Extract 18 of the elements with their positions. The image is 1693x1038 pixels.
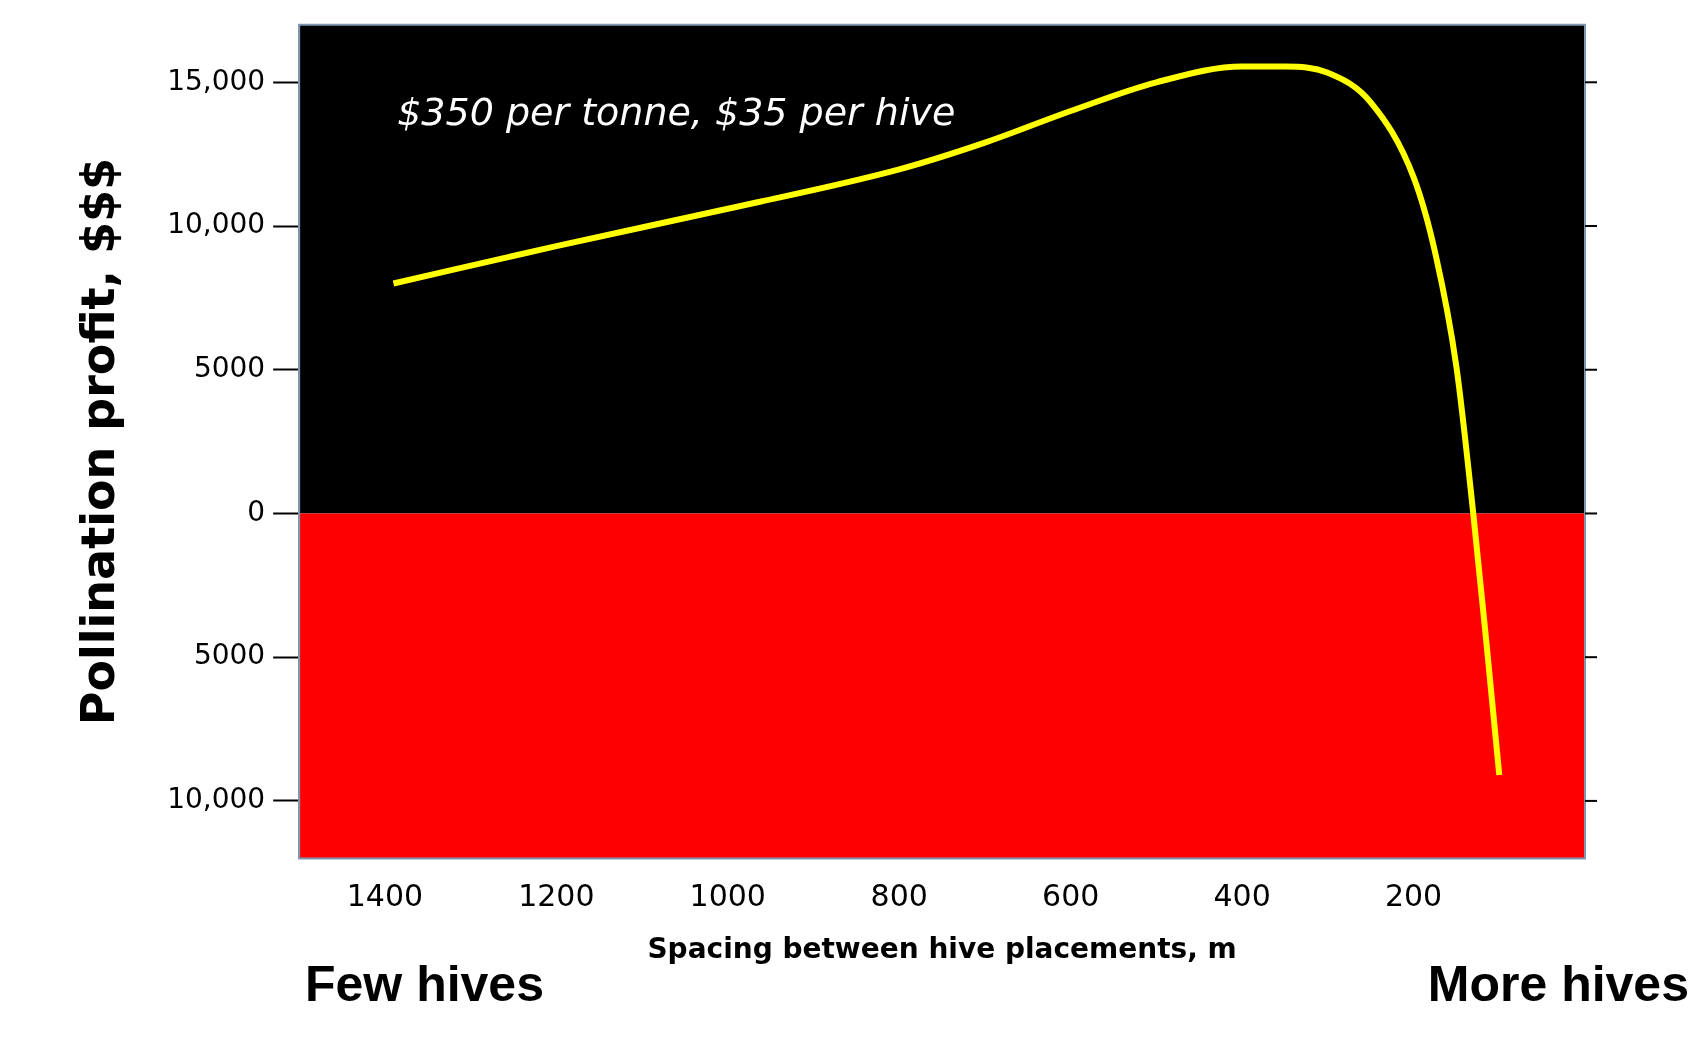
y-tick-label: 0 [247, 494, 266, 528]
y-tick-label: 5000 [193, 638, 266, 672]
annotation: $350 per tonne, $35 per hive [397, 89, 956, 134]
x-tick-label: 200 [1384, 878, 1443, 914]
y-tick-label: 10,000 [167, 782, 266, 816]
y-axis-title: Pollination profit, $$$ [70, 157, 125, 726]
x-tick-label: 600 [1042, 878, 1100, 914]
y-tick-label: 5000 [193, 351, 266, 385]
y-tick-label: 10,000 [167, 207, 266, 241]
x-axis-title: Spacing between hive placements, m [647, 932, 1237, 966]
x-tick-label: 1200 [518, 878, 595, 914]
text: Few hives [305, 955, 544, 1013]
x-tick-label: 1400 [346, 878, 424, 914]
y-tick-label: 15,000 [167, 63, 266, 97]
x-tick-label: 800 [870, 878, 928, 914]
text: More hives [1427, 955, 1689, 1013]
x-tick-label: 400 [1213, 878, 1271, 914]
x-tick-label: 1000 [689, 878, 766, 914]
